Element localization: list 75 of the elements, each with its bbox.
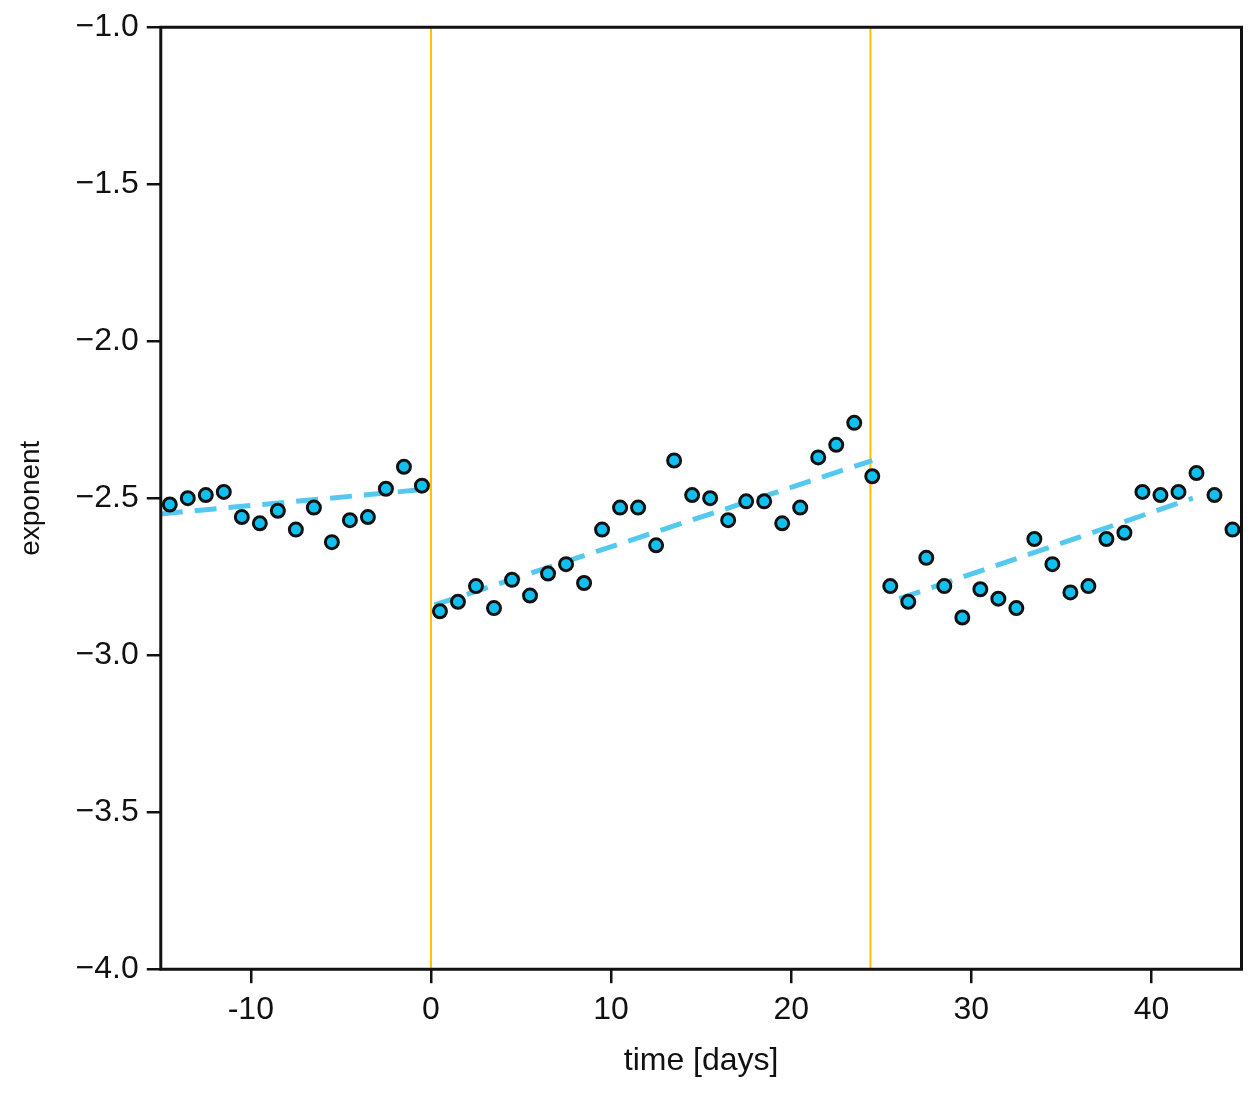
point	[269, 502, 286, 519]
point	[612, 499, 629, 516]
point	[341, 512, 358, 529]
point	[864, 468, 881, 485]
y-tick-label: −3.0	[75, 635, 139, 672]
point	[990, 590, 1007, 607]
point	[323, 534, 340, 551]
point	[774, 515, 791, 532]
point	[522, 587, 539, 604]
point	[954, 609, 971, 626]
point	[810, 449, 827, 466]
point	[197, 487, 214, 504]
point	[576, 574, 593, 591]
point	[828, 436, 845, 453]
point	[684, 487, 701, 504]
point	[900, 593, 917, 610]
point	[486, 600, 502, 617]
point	[1026, 531, 1043, 548]
point	[287, 521, 304, 538]
point	[233, 509, 250, 526]
point	[377, 480, 394, 497]
point	[413, 477, 430, 494]
point	[359, 509, 376, 526]
x-tick-label: 0	[422, 990, 440, 1027]
point	[1224, 521, 1241, 538]
point	[846, 414, 863, 431]
y-tick-label: −2.5	[75, 478, 139, 515]
point	[936, 578, 953, 595]
point	[1008, 600, 1025, 617]
point	[305, 499, 322, 516]
point	[1206, 487, 1223, 504]
point	[540, 565, 557, 582]
point	[792, 499, 809, 516]
point	[1188, 465, 1205, 482]
point	[1170, 483, 1187, 500]
point	[720, 512, 737, 529]
y-tick-label: −2.0	[75, 321, 139, 358]
y-tick-label: −1.0	[75, 7, 139, 44]
point	[630, 499, 647, 516]
point	[666, 452, 683, 469]
point	[1134, 483, 1151, 500]
point	[972, 581, 989, 598]
y-tick-label: −1.5	[75, 164, 139, 201]
point	[251, 515, 268, 532]
point	[558, 556, 575, 573]
point	[1062, 584, 1079, 601]
point	[504, 571, 521, 588]
point	[1044, 556, 1061, 573]
point	[215, 483, 232, 500]
point	[395, 458, 412, 475]
point	[882, 578, 899, 595]
point	[594, 521, 611, 538]
x-tick-label: 40	[1133, 990, 1170, 1027]
y-tick-label: −3.5	[75, 792, 139, 829]
y-axis-title: exponent	[13, 440, 45, 556]
x-tick-label: 20	[773, 990, 809, 1027]
point	[756, 493, 773, 510]
x-tick-label: 10	[593, 990, 629, 1027]
point	[431, 603, 448, 620]
point	[467, 578, 484, 595]
x-tick-label: -10	[227, 990, 274, 1027]
point	[918, 549, 935, 566]
point	[648, 537, 665, 554]
point	[179, 490, 196, 507]
point	[1152, 487, 1169, 504]
y-tick-label: −4.0	[75, 949, 139, 986]
point	[738, 493, 755, 510]
x-axis-title: time [days]	[623, 1040, 779, 1077]
point	[161, 496, 178, 513]
point	[1098, 531, 1115, 548]
point	[1116, 524, 1133, 541]
point	[702, 490, 719, 507]
point	[1080, 578, 1097, 595]
x-tick-label: 30	[953, 990, 990, 1027]
point	[449, 593, 466, 610]
